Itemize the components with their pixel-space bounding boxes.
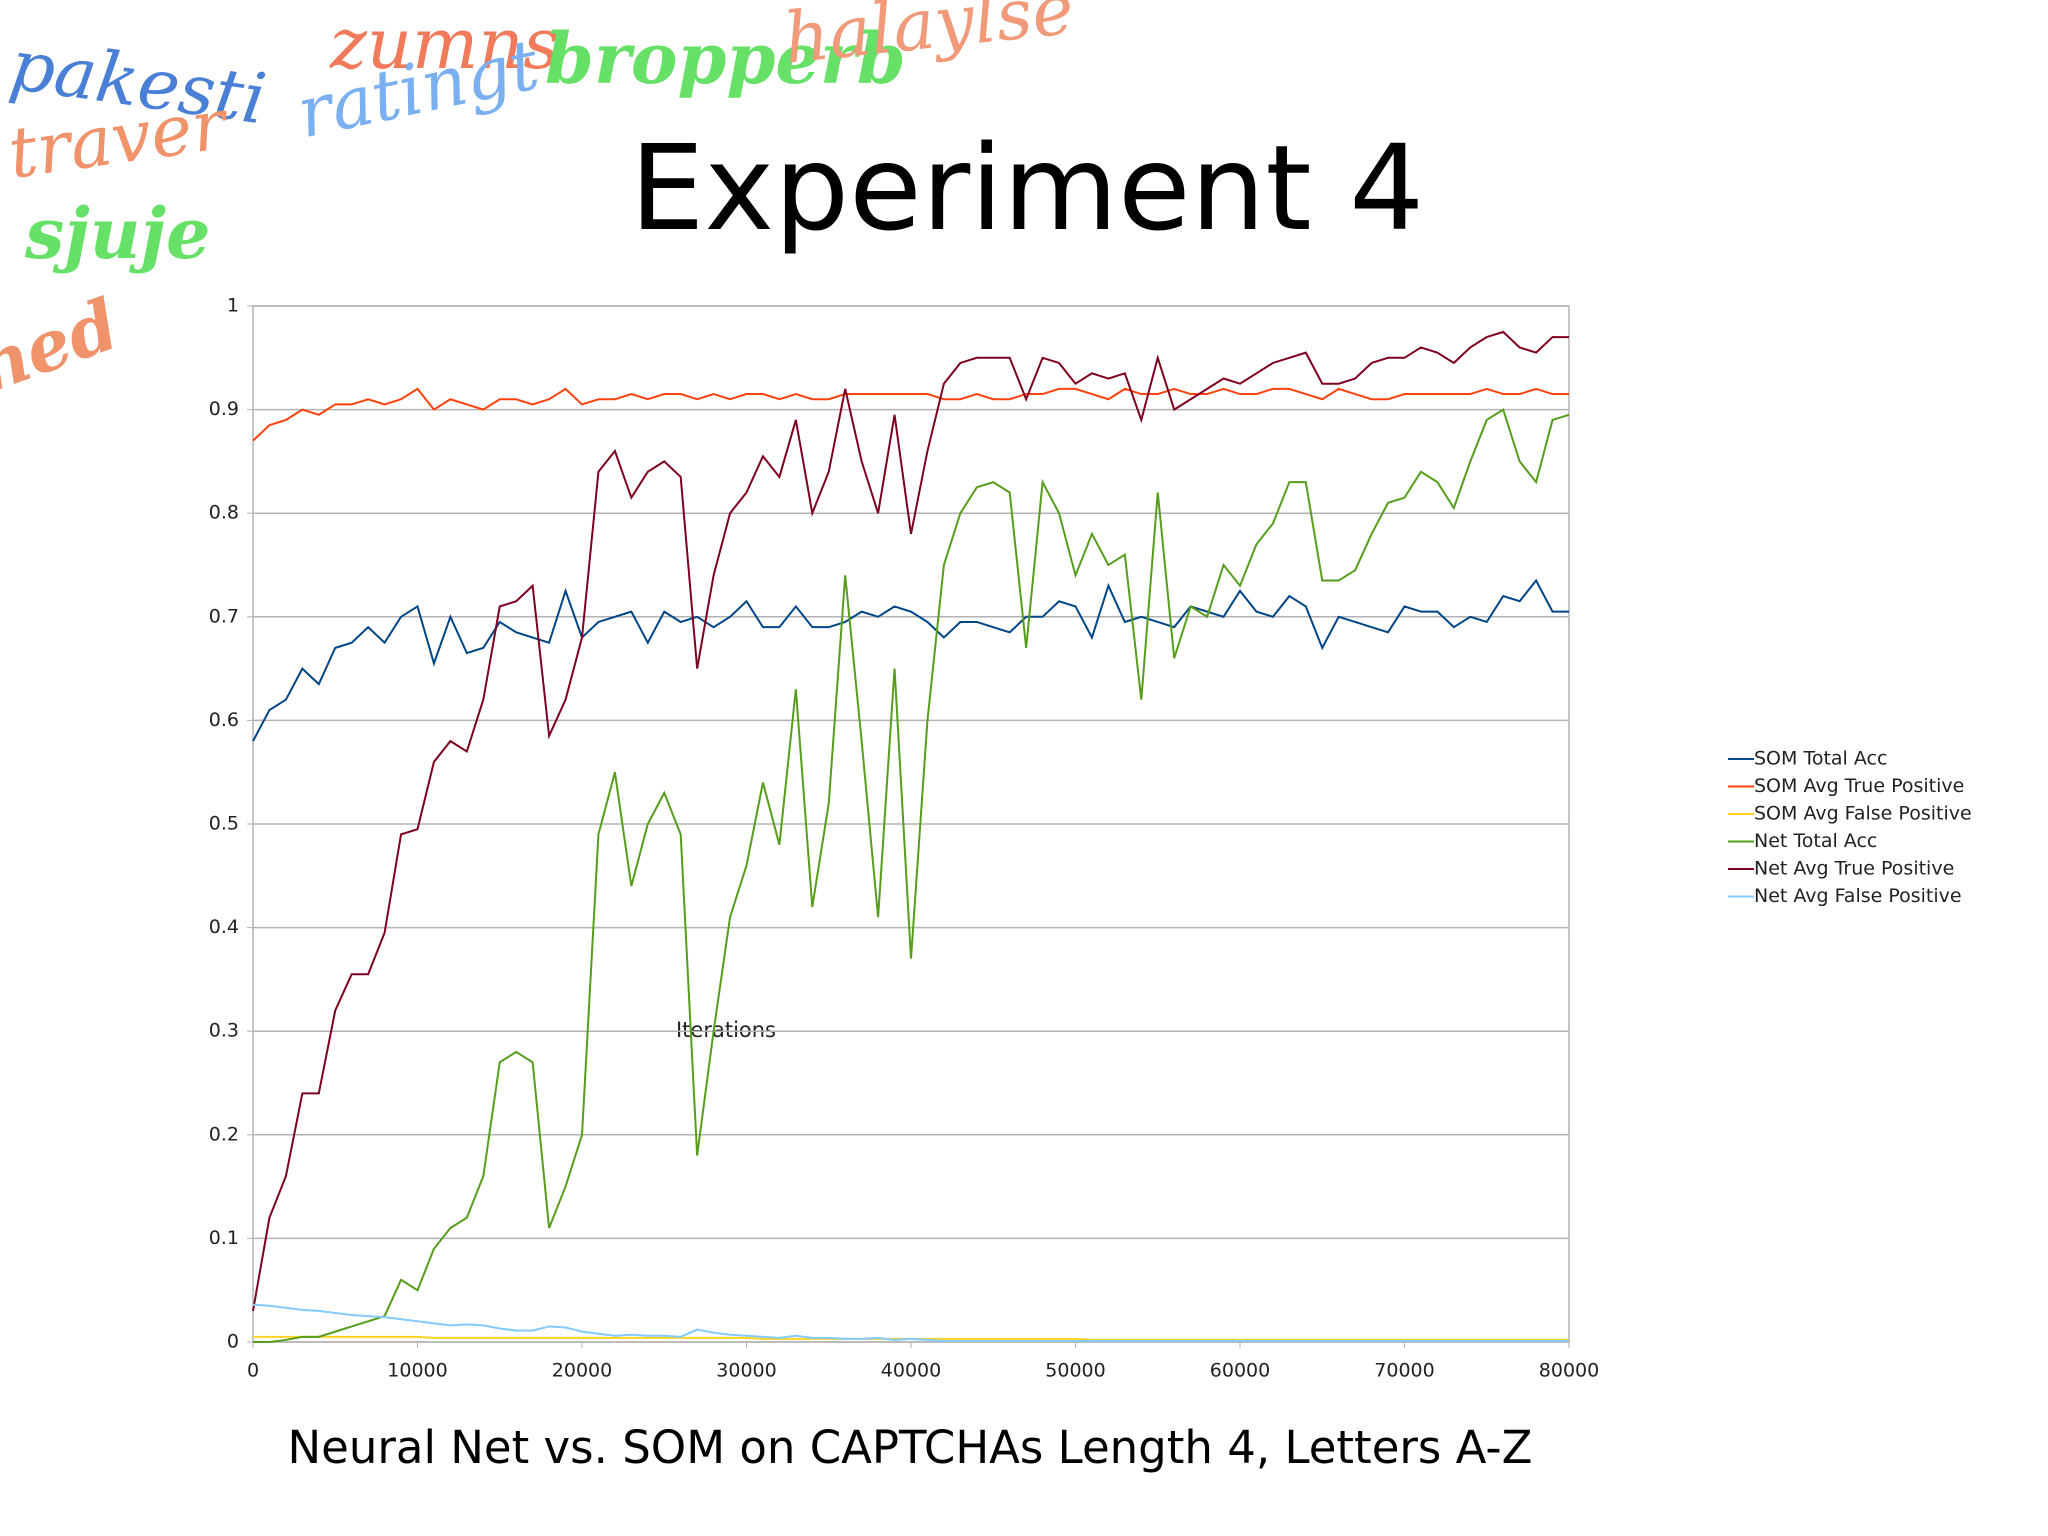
legend-label: Net Avg False Positive	[1754, 885, 1962, 907]
caption: Neural Net vs. SOM on CAPTCHAs Length 4,…	[288, 1421, 1533, 1474]
captcha-word: ned	[0, 282, 129, 409]
captcha-word: halaylse	[780, 0, 1077, 80]
y-tick-label: 0.7	[209, 605, 239, 627]
y-tick-label: 0.4	[209, 916, 239, 938]
x-axis-title: Iterations	[676, 1018, 776, 1042]
y-tick-label: 0.8	[209, 502, 239, 524]
y-tick-label: 0.9	[209, 398, 239, 420]
x-tick-label: 30000	[716, 1360, 776, 1382]
x-tick-label: 80000	[1539, 1360, 1599, 1382]
y-tick-label: 0.3	[209, 1020, 239, 1042]
y-tick-label: 0.6	[209, 709, 239, 731]
y-tick-label: 1	[227, 295, 239, 317]
legend-label: SOM Avg True Positive	[1754, 775, 1964, 797]
captcha-word: sjuje	[24, 192, 211, 275]
captcha-word: zumns	[329, 3, 559, 85]
y-tick-label: 0.2	[209, 1123, 239, 1145]
x-tick-label: 10000	[387, 1360, 447, 1382]
x-tick-label: 40000	[881, 1360, 941, 1382]
legend-label: SOM Avg False Positive	[1754, 803, 1972, 825]
x-tick-label: 60000	[1210, 1360, 1270, 1382]
legend-label: Net Total Acc	[1754, 830, 1877, 852]
data-line	[252, 1303, 1569, 1342]
x-tick-label: 50000	[1045, 1360, 1105, 1382]
legend-label: Net Avg True Positive	[1754, 858, 1954, 880]
captcha-word: bropperb	[545, 17, 906, 100]
data-line	[253, 408, 1570, 1343]
data-line	[252, 330, 1569, 1312]
y-tick-label: 0.5	[209, 813, 239, 835]
y-tick-label: 0.1	[209, 1227, 239, 1249]
y-tick-label: 0	[227, 1331, 239, 1353]
data-line	[252, 578, 1569, 742]
data-line	[252, 387, 1569, 442]
slide-title: Experiment 4	[630, 119, 1424, 257]
x-tick-label: 70000	[1374, 1360, 1434, 1382]
legend-label: SOM Total Acc	[1754, 748, 1887, 770]
x-tick-label: 20000	[552, 1360, 612, 1382]
x-tick-label: 0	[247, 1360, 259, 1382]
